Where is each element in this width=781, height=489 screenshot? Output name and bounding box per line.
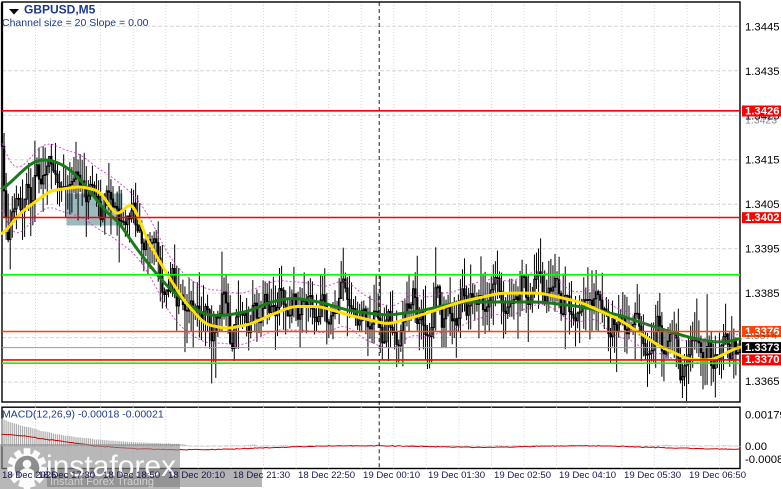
svg-text:19 Dec 04:10: 19 Dec 04:10 <box>559 470 616 481</box>
svg-text:0.00: 0.00 <box>745 441 767 453</box>
svg-text:1.3435: 1.3435 <box>745 66 780 78</box>
svg-text:1.3423: 1.3423 <box>745 115 777 127</box>
svg-text:18 Dec 21:30: 18 Dec 21:30 <box>233 470 290 481</box>
svg-text:1.3402: 1.3402 <box>745 212 780 224</box>
svg-text:0.00179: 0.00179 <box>745 410 781 422</box>
svg-text:1.3415: 1.3415 <box>745 155 780 167</box>
svg-text:1.3395: 1.3395 <box>745 244 780 256</box>
svg-text:1.3374: 1.3374 <box>745 330 777 342</box>
svg-text:19 Dec 05:30: 19 Dec 05:30 <box>624 470 681 481</box>
svg-text:18 Dec 17:30: 18 Dec 17:30 <box>38 470 95 481</box>
svg-text:Channel size = 20 Slope = 0.00: Channel size = 20 Slope = 0.00 <box>2 17 149 29</box>
svg-text:GBPUSD,M5: GBPUSD,M5 <box>24 3 96 17</box>
svg-text:19 Dec 06:50: 19 Dec 06:50 <box>689 470 746 481</box>
svg-text:1.3373: 1.3373 <box>745 342 780 354</box>
svg-text:19 Dec 00:10: 19 Dec 00:10 <box>363 470 420 481</box>
svg-text:1.3445: 1.3445 <box>745 21 780 33</box>
svg-text:19 Dec 02:50: 19 Dec 02:50 <box>494 470 551 481</box>
svg-text:1.3365: 1.3365 <box>745 376 780 388</box>
svg-text:19 Dec 01:30: 19 Dec 01:30 <box>428 470 485 481</box>
svg-text:-0.00086: -0.00086 <box>745 454 781 466</box>
svg-text:18 Dec 22:50: 18 Dec 22:50 <box>298 470 355 481</box>
svg-text:1.3405: 1.3405 <box>745 199 780 211</box>
svg-text:MACD(12,26,9) -0.00018 -0.0002: MACD(12,26,9) -0.00018 -0.00021 <box>2 409 164 421</box>
svg-text:18 Dec 18:50: 18 Dec 18:50 <box>103 470 160 481</box>
svg-text:18 Dec 20:10: 18 Dec 20:10 <box>168 470 225 481</box>
svg-text:1.3385: 1.3385 <box>745 288 780 300</box>
svg-text:1.3370: 1.3370 <box>745 354 780 366</box>
